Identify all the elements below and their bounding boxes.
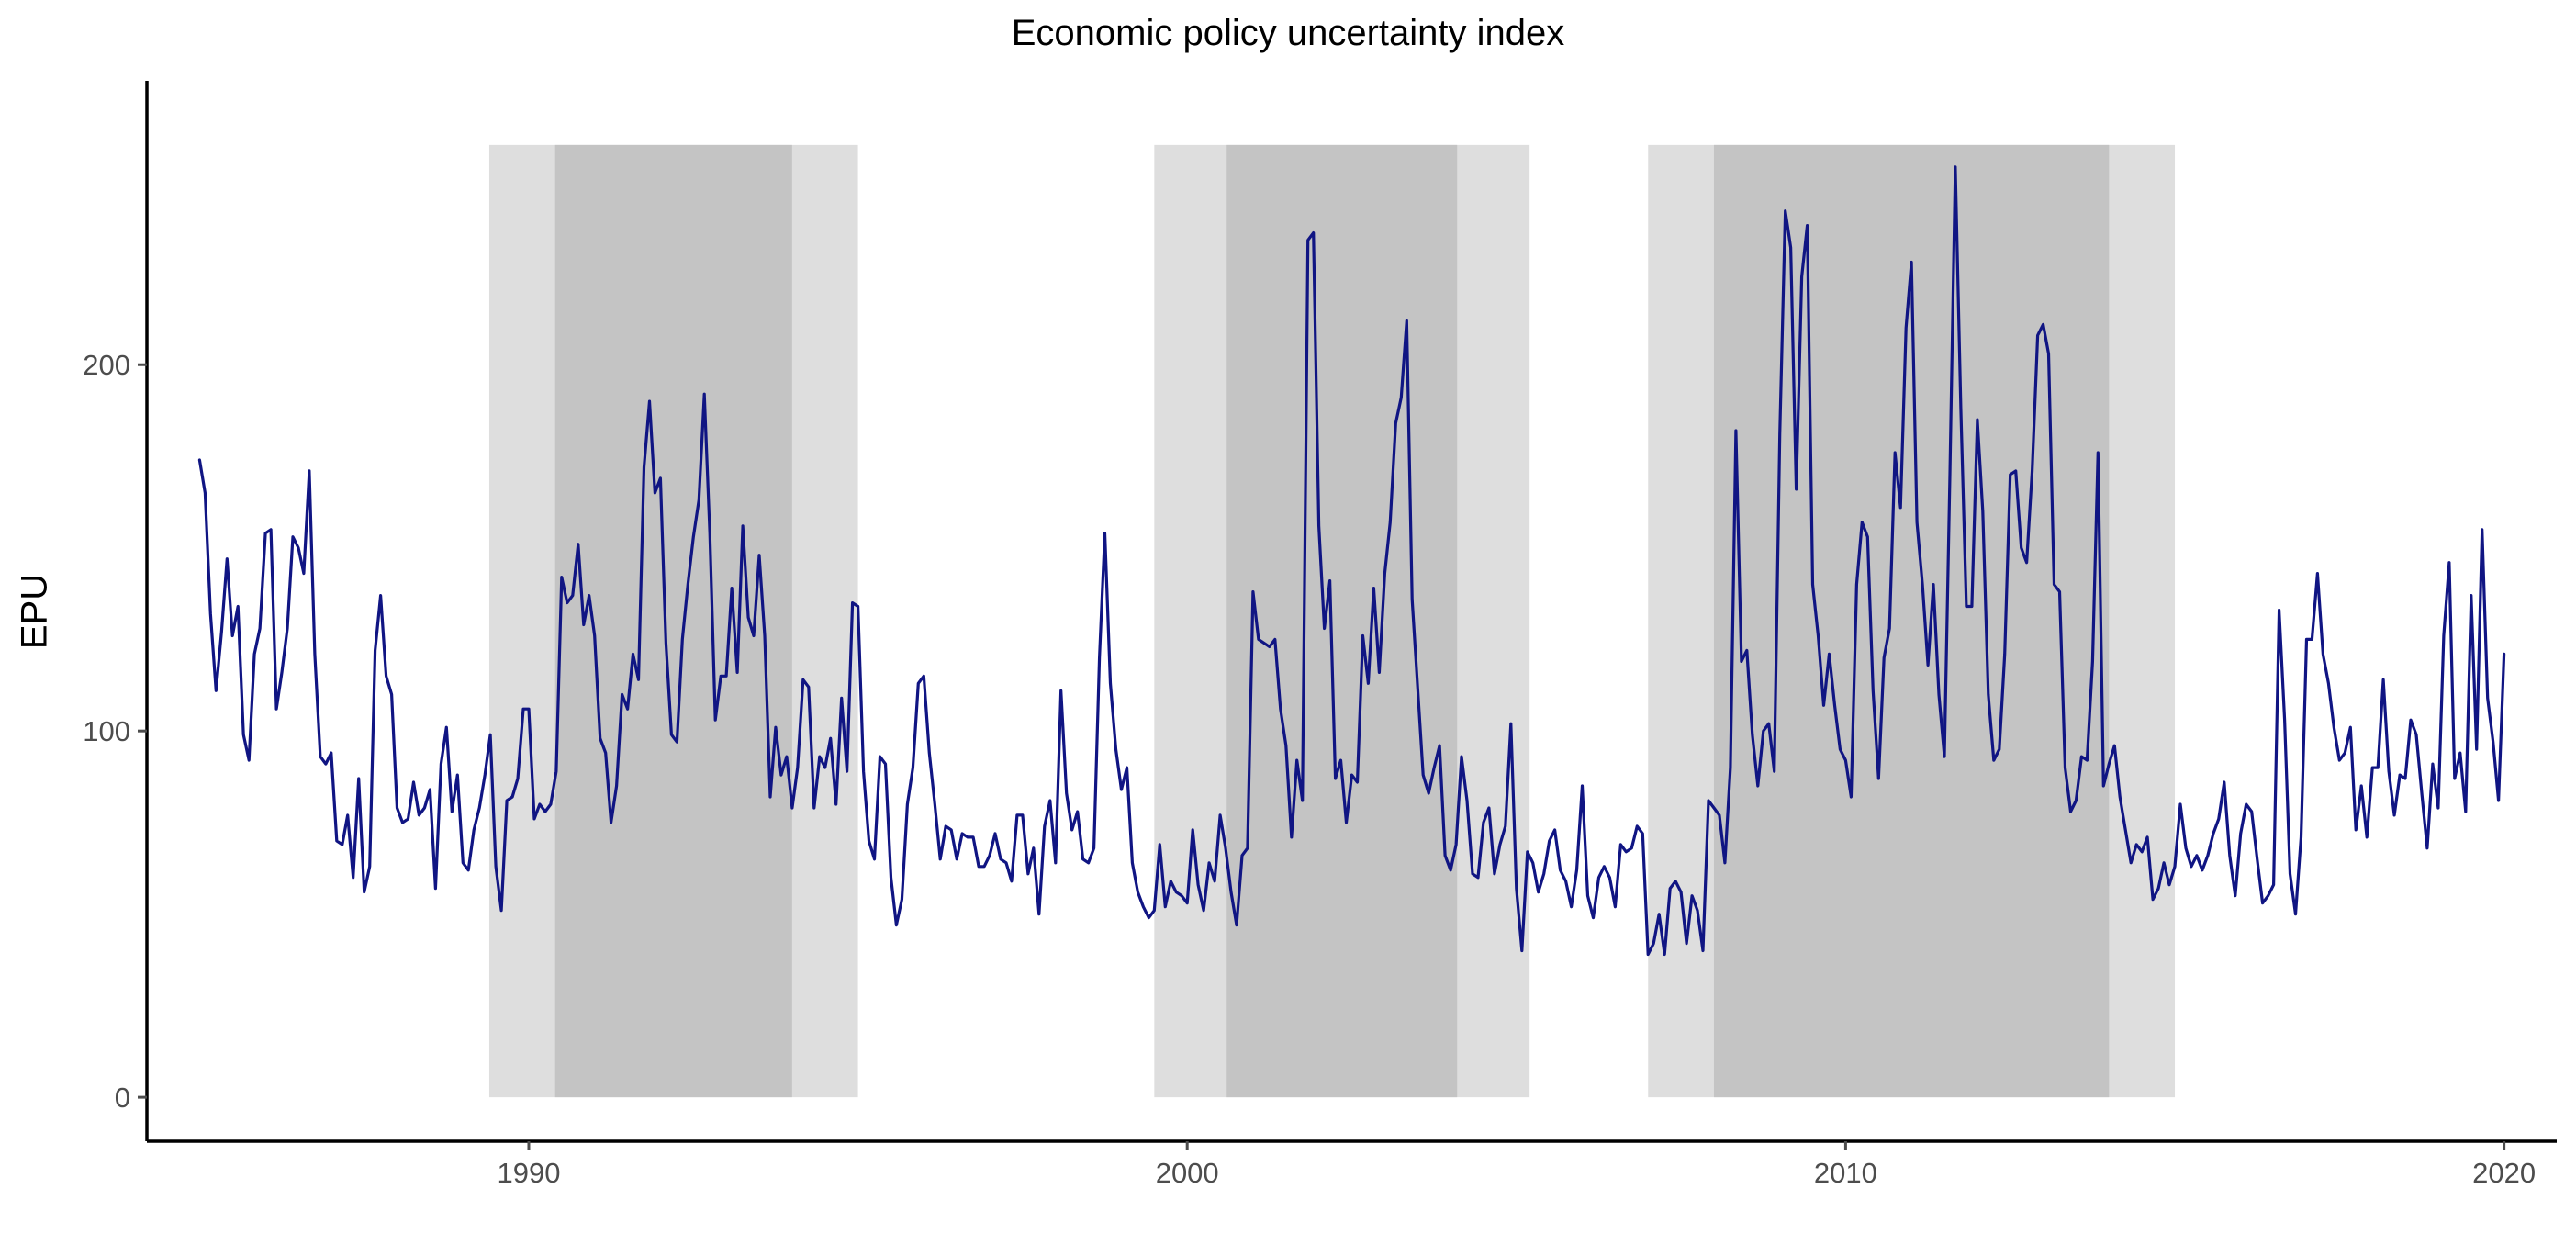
axes: 1990 2000 2010 2020 0 100 200 (83, 81, 2557, 1189)
x-tick-label-2020: 2020 (2472, 1157, 2536, 1189)
x-tick-label-2000: 2000 (1156, 1157, 1219, 1189)
shaded-period-inner-1 (554, 144, 792, 1098)
x-tick-label-1990: 1990 (497, 1157, 560, 1189)
chart-title: Economic policy uncertainty index (1011, 13, 1565, 53)
epu-series-line (197, 165, 2506, 957)
shaded-periods (488, 144, 2176, 1098)
y-tick-label-0: 0 (115, 1082, 130, 1114)
y-tick-label-200: 200 (83, 349, 130, 381)
y-tick-label-100: 100 (83, 715, 130, 747)
series-group (197, 165, 2506, 957)
shaded-period-inner-2 (1226, 144, 1458, 1098)
x-tick-label-2010: 2010 (1814, 1157, 1877, 1189)
